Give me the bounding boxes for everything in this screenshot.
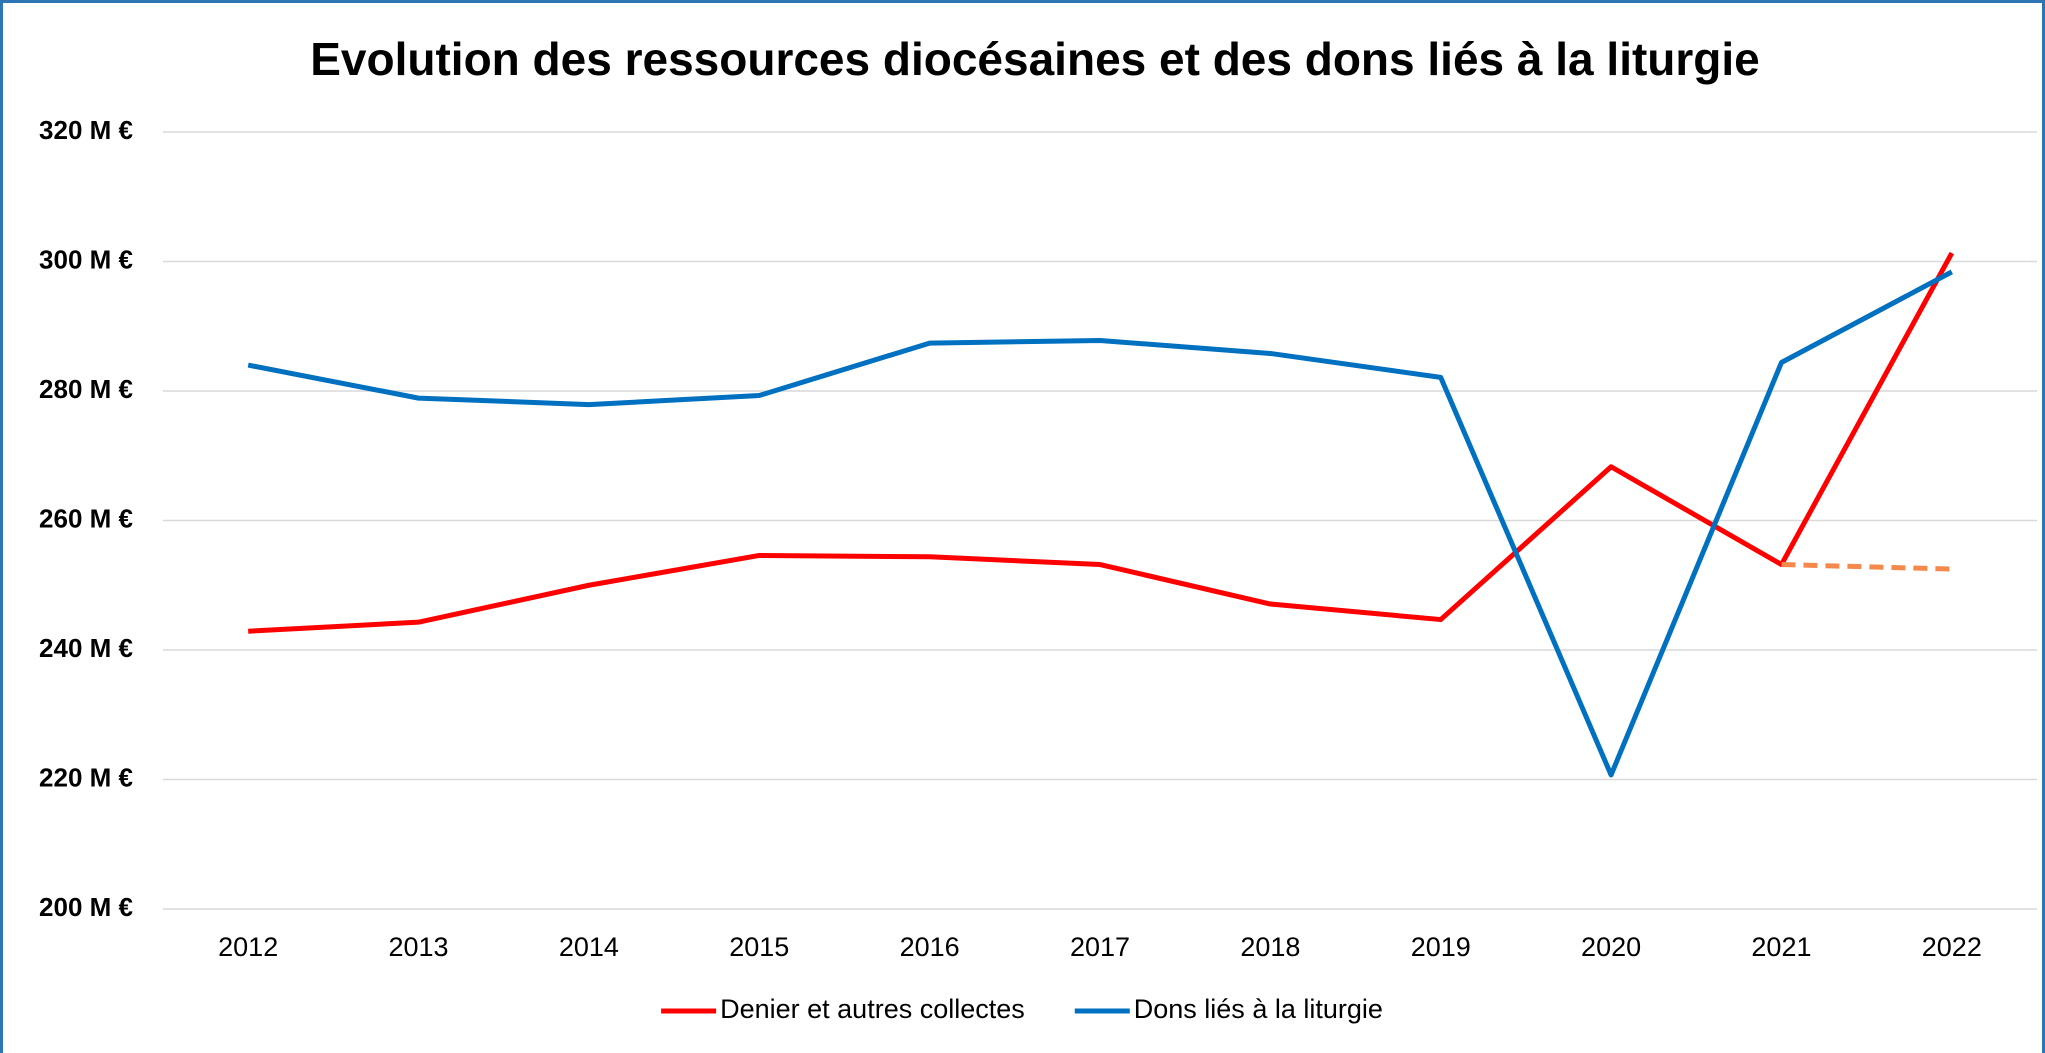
y-tick-label: 200 M €: [39, 892, 133, 922]
y-tick-label: 220 M €: [39, 762, 133, 792]
y-tick-label: 300 M €: [39, 244, 133, 274]
y-tick-label: 320 M €: [39, 115, 133, 145]
y-tick-label: 280 M €: [39, 374, 133, 404]
x-tick-label: 2014: [559, 932, 619, 962]
x-tick-label: 2016: [900, 932, 960, 962]
x-tick-label: 2022: [1922, 932, 1982, 962]
legend-label: Denier et autres collectes: [720, 994, 1025, 1024]
x-tick-label: 2020: [1581, 932, 1641, 962]
line-series: [247, 269, 1953, 778]
line-series: [1781, 562, 1952, 572]
x-tick-label: 2019: [1411, 932, 1471, 962]
x-tick-label: 2018: [1240, 932, 1300, 962]
x-tick-label: 2015: [729, 932, 789, 962]
legend-label: Dons liés à la liturgie: [1134, 994, 1383, 1024]
x-tick-label: 2017: [1070, 932, 1130, 962]
x-tick-label: 2013: [389, 932, 449, 962]
y-tick-label: 240 M €: [39, 633, 133, 663]
y-tick-label: 260 M €: [39, 503, 133, 533]
chart-title: Evolution des ressources diocésaines et …: [310, 33, 1760, 85]
x-tick-label: 2012: [218, 932, 278, 962]
x-tick-label: 2021: [1751, 932, 1811, 962]
line-series: [248, 251, 1955, 634]
